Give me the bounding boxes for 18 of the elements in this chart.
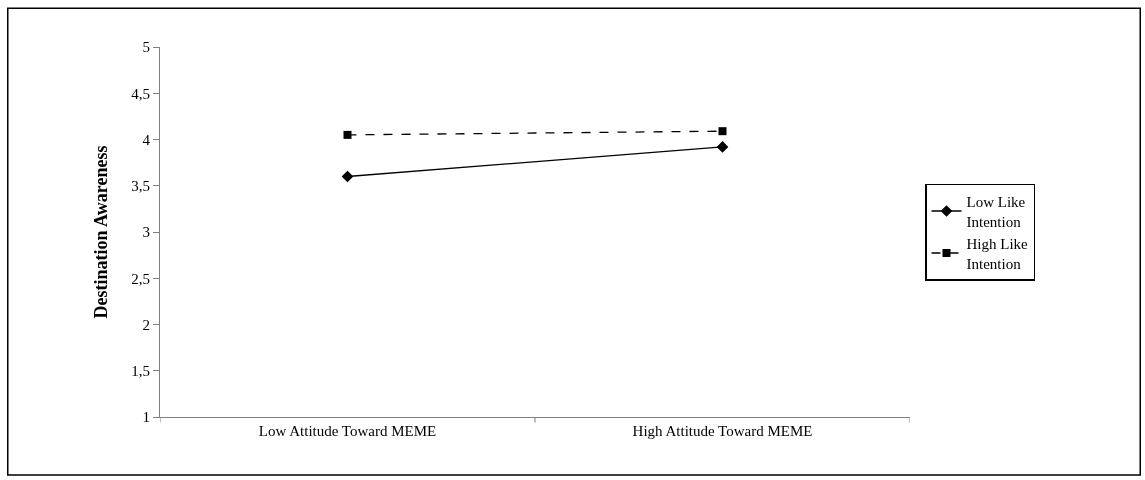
- y-tick-label: 5: [142, 39, 150, 56]
- x-tick-label: Low Attitude Toward MEME: [258, 423, 437, 439]
- point: [716, 141, 729, 153]
- legend-label: Low Like Intention: [966, 194, 1026, 230]
- point: [718, 127, 727, 136]
- point: [343, 130, 352, 139]
- x-tick-label: High Attitude Toward MEME: [632, 423, 813, 439]
- legend-label: High Like Intention: [966, 236, 1029, 272]
- y-tick-label: 2,5: [131, 270, 150, 287]
- y-tick-label: 2: [142, 316, 150, 333]
- point: [341, 170, 354, 183]
- y-tick-label: 3,5: [131, 178, 150, 194]
- y-tick-label: 4: [142, 131, 151, 148]
- y-tick-label: 1: [142, 409, 150, 426]
- y-axis-title: Destination Awareness: [91, 145, 112, 319]
- y-tick-label: 3: [142, 224, 150, 241]
- y-tick-label: 1,5: [131, 363, 150, 379]
- y-tick-label: 4,5: [131, 85, 150, 102]
